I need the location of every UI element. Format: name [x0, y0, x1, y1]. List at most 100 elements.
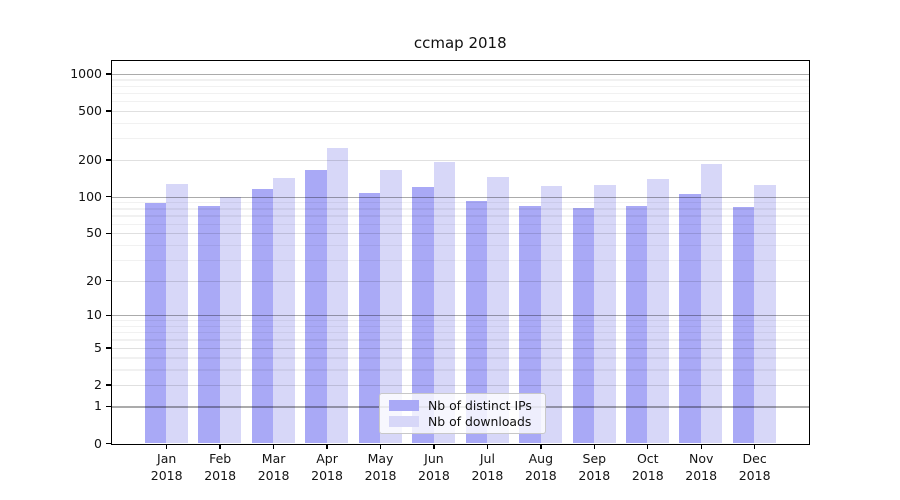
x-tick-month: Nov [688, 451, 714, 466]
bar-distinct-ips [732, 207, 755, 444]
x-tick-label: Mar 2018 [234, 451, 314, 484]
x-tick-year: 2018 [257, 467, 290, 483]
y-tick-label: 2 [94, 376, 102, 392]
legend-label-downloads: Nb of downloads [428, 413, 532, 429]
y-tick-mark [106, 384, 111, 386]
y-tick-mark [106, 232, 111, 234]
x-tick-mark [433, 444, 435, 449]
bar-downloads [487, 176, 509, 444]
x-tick-mark [379, 444, 382, 449]
x-tick-year: 2018 [685, 467, 718, 483]
gridline-minor [112, 320, 809, 322]
x-tick-label: Jul 2018 [447, 451, 527, 484]
gridline-minor [112, 138, 809, 140]
gridline-minor [112, 244, 809, 246]
bar-distinct-ips [625, 205, 648, 444]
bar-downloads [219, 196, 242, 444]
gridline-decade [112, 315, 809, 317]
x-tick-mark [593, 444, 595, 449]
bar-downloads [647, 179, 669, 444]
gridline-minor [112, 215, 809, 217]
legend: Nb of distinct IPs Nb of downloads [379, 393, 546, 434]
bar-distinct-ips [519, 205, 541, 444]
gridline-minor [112, 357, 809, 359]
y-tick-label: 500 [78, 102, 102, 118]
bar-distinct-ips [198, 206, 220, 444]
x-tick-month: Jun [424, 451, 444, 466]
bar-distinct-ips [251, 188, 274, 444]
y-tick-mark [106, 196, 111, 198]
x-tick-month: May [367, 451, 394, 466]
gridline-minor [112, 92, 809, 95]
bar-distinct-ips [572, 208, 594, 444]
gridline [112, 347, 809, 349]
bar-downloads [166, 184, 188, 444]
gridline [112, 159, 809, 161]
x-tick-label: Jan 2018 [127, 451, 207, 484]
x-tick-mark [486, 444, 489, 449]
x-tick-mark [700, 444, 702, 449]
y-tick-mark [106, 314, 111, 317]
x-tick-month: Sep [582, 451, 607, 466]
y-tick-label: 5 [94, 339, 102, 355]
x-tick-month: Feb [209, 451, 232, 466]
gridline-minor [112, 325, 809, 328]
legend-item-downloads: Nb of downloads [389, 414, 536, 430]
bar-distinct-ips [465, 200, 488, 444]
x-tick-label: Nov 2018 [661, 451, 741, 484]
x-tick-year: 2018 [311, 467, 343, 483]
x-tick-year: 2018 [524, 467, 557, 483]
x-tick-mark [219, 444, 221, 449]
bar-downloads [754, 184, 776, 444]
y-tick-mark [106, 347, 111, 349]
y-tick-label: 100 [78, 188, 102, 204]
gridline [112, 110, 809, 112]
x-tick-year: 2018 [578, 467, 611, 483]
legend-label-distinct-ips: Nb of distinct IPs [428, 398, 532, 414]
x-tick-label: Jun 2018 [394, 451, 474, 484]
bar-downloads [380, 169, 402, 444]
x-tick-mark [166, 444, 168, 449]
x-tick-label: Apr 2018 [287, 451, 367, 484]
x-tick-month: Dec [742, 451, 767, 466]
gridline [112, 280, 809, 282]
y-tick-label: 1000 [70, 65, 102, 81]
gridline-decade [112, 196, 809, 198]
x-tick-month: Jul [479, 451, 495, 466]
gridline-minor [112, 101, 809, 103]
x-tick-month: Jan [157, 451, 177, 466]
bar-downloads [326, 147, 349, 444]
bar-distinct-ips [679, 194, 701, 444]
bar-distinct-ips [358, 193, 381, 444]
bar-downloads [433, 162, 456, 444]
gridline-minor [112, 369, 809, 371]
x-tick-label: Dec 2018 [715, 451, 795, 484]
gridline-minor [112, 208, 809, 210]
legend-swatch-distinct-ips [389, 400, 419, 412]
bar-downloads [700, 164, 723, 444]
gridline-decade [112, 73, 809, 75]
x-tick-mark [326, 444, 328, 449]
chart-title: ccmap 2018 [413, 34, 507, 52]
x-tick-year: 2018 [204, 467, 237, 483]
gridline-minor [112, 259, 809, 261]
y-tick-label: 20 [86, 272, 102, 288]
y-tick-mark [106, 405, 111, 408]
x-tick-mark [272, 444, 275, 449]
x-tick-month: Oct [636, 451, 659, 466]
x-tick-year: 2018 [364, 467, 397, 483]
x-tick-month: Apr [316, 451, 338, 466]
x-tick-label: Aug 2018 [501, 451, 581, 484]
y-tick-label: 200 [78, 151, 102, 167]
gridline-minor [112, 79, 809, 81]
x-tick-label: Feb 2018 [180, 451, 260, 484]
x-tick-month: Mar [261, 451, 286, 466]
y-tick-mark [106, 159, 111, 161]
y-tick-label: 1 [94, 398, 102, 414]
x-tick-year: 2018 [471, 467, 504, 483]
x-tick-month: Aug [528, 451, 554, 466]
x-tick-year: 2018 [418, 467, 450, 483]
